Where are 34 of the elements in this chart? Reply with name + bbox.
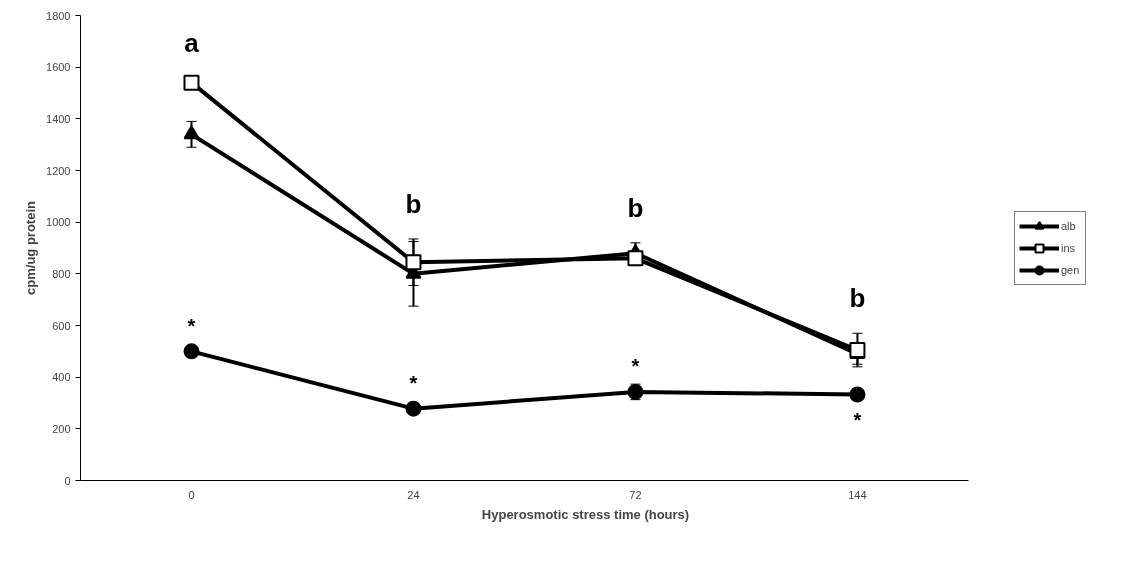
point <box>183 74 200 91</box>
legend-label: gen <box>1061 263 1081 276</box>
x-axis-title: Hyperosmotic stress time (hours) <box>481 506 690 522</box>
y-tick-label: 1200 <box>46 164 71 177</box>
y-tick-label: 800 <box>52 267 71 280</box>
annotation: * <box>853 409 862 432</box>
annotation: * <box>409 372 418 395</box>
x-tick-label: 72 <box>629 488 642 501</box>
point <box>183 125 200 140</box>
y-tick-label: 0 <box>64 474 71 487</box>
annotation: * <box>631 355 640 378</box>
y-tick-label: 1600 <box>46 61 71 74</box>
x-tick-label: 24 <box>407 488 420 501</box>
y-tick-label: 1400 <box>46 112 71 125</box>
x-tick-label: 144 <box>848 488 867 501</box>
y-tick-label: 1800 <box>46 9 71 22</box>
point <box>627 250 644 267</box>
annotation: b <box>627 192 644 223</box>
x-tick-label: 0 <box>188 488 195 501</box>
y-tick-label: 1000 <box>46 216 71 229</box>
legend-label: alb <box>1061 219 1077 232</box>
annotation: b <box>405 189 422 220</box>
point <box>849 386 866 403</box>
y-tick-label: 200 <box>52 422 71 435</box>
y-axis-title: cpm/ug protein <box>23 201 39 295</box>
annotation: * <box>187 314 196 337</box>
y-tick-label: 600 <box>52 319 71 332</box>
legend-label: ins <box>1061 241 1077 254</box>
annotation: b <box>849 283 866 314</box>
annotation: a <box>184 27 200 58</box>
y-tick-label: 400 <box>52 371 71 384</box>
point <box>183 343 200 360</box>
point <box>405 400 422 417</box>
point <box>405 254 422 271</box>
